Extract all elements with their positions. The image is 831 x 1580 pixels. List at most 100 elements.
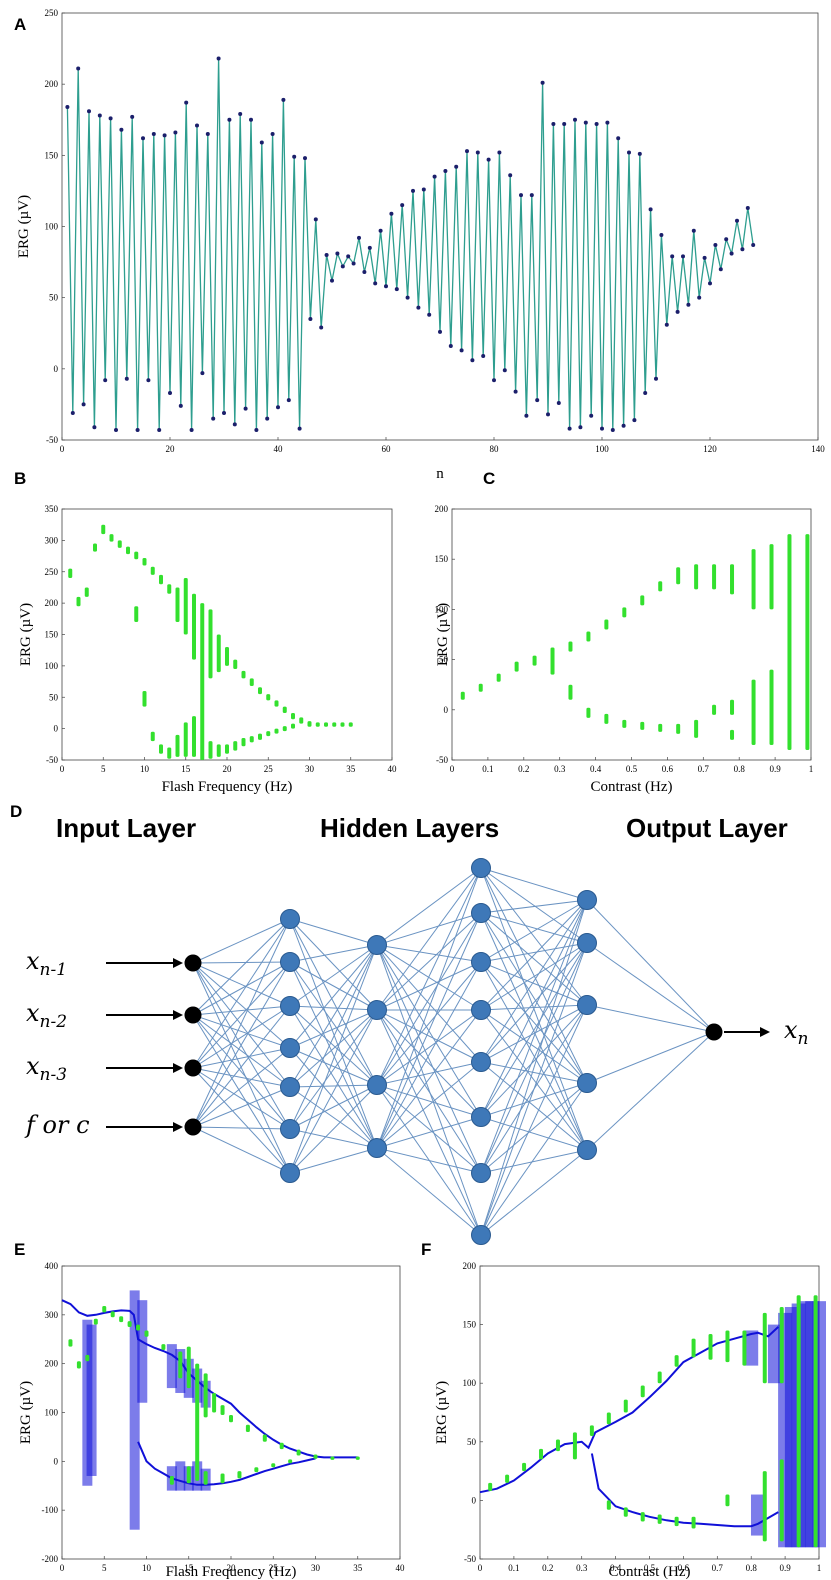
erg-data-point [546, 412, 550, 417]
network-edge [192, 918, 291, 1128]
y-axis-label: ERG (µV) [16, 195, 32, 258]
neural-network-diagram: Input Layer Hidden Layers Output Layer x… [24, 813, 809, 1245]
chart-a: 0 20 40 60 80 100 120 140-50050100150200250nERG… [16, 8, 825, 482]
bifurcation-point-cluster [730, 729, 735, 740]
network-edge [192, 961, 291, 1069]
experimental-point-cluster [203, 1373, 208, 1418]
bifurcation-point-cluster [266, 731, 271, 737]
plot-frame [61, 1265, 401, 1560]
erg-data-point [238, 112, 243, 117]
erg-data-point [70, 410, 75, 415]
erg-data-point [330, 278, 334, 283]
network-edge [376, 1061, 482, 1149]
panel-letter-a: A [14, 15, 26, 34]
network-edge [376, 867, 482, 1149]
network-edge [376, 1147, 482, 1236]
y-tick-label: 0 [54, 364, 59, 374]
experimental-point-cluster [708, 1333, 713, 1360]
x-tick-label: 0.8 [746, 1563, 758, 1573]
erg-data-point [319, 325, 324, 330]
input-arrow-head [173, 958, 183, 968]
bifurcation-point-cluster [126, 546, 130, 555]
bifurcation-point-cluster [299, 717, 304, 724]
bifurcation-point-cluster [249, 736, 254, 743]
y-tick-label: -100 [42, 1505, 59, 1515]
io-node [184, 954, 202, 972]
experimental-point-cluster [220, 1473, 225, 1484]
erg-data-point [243, 406, 248, 411]
x-tick-label: 40 [388, 764, 398, 774]
bifurcation-point-cluster [282, 726, 287, 732]
bifurcation-point-cluster [183, 722, 188, 757]
network-edge [289, 1084, 378, 1130]
experimental-point-cluster [144, 1330, 149, 1337]
erg-data-point [405, 295, 410, 300]
erg-data-point [292, 154, 297, 159]
y-tick-label: 150 [435, 554, 449, 564]
network-edge [480, 1009, 588, 1151]
erg-data-point [92, 425, 97, 430]
input-layer-heading: Input Layer [56, 813, 196, 843]
x-tick-label: 0.4 [610, 1563, 622, 1573]
y-tick-label: 200 [45, 1359, 59, 1369]
erg-data-point [718, 267, 723, 272]
network-edge [192, 1067, 291, 1088]
x-tick-label: 20 [223, 764, 233, 774]
network-edges [192, 867, 715, 1236]
network-edge [480, 942, 588, 1118]
hidden-node [367, 1075, 387, 1095]
network-edge [192, 1086, 291, 1128]
experimental-point-cluster [288, 1459, 293, 1464]
experimental-point-cluster [796, 1295, 801, 1548]
y-tick-label: 0 [444, 705, 449, 715]
bifurcation-point-cluster [514, 661, 519, 672]
erg-data-point [513, 389, 518, 394]
erg-data-point [648, 207, 653, 212]
hidden-node [280, 1038, 300, 1058]
bifurcation-point-cluster [150, 731, 155, 742]
bifurcation-point-cluster [676, 567, 681, 585]
x-tick-label: 140 [811, 444, 825, 454]
erg-data-point [324, 252, 329, 257]
network-edge [376, 867, 482, 1011]
experimental-point-cluster [779, 1307, 784, 1384]
experimental-point-cluster [691, 1338, 696, 1358]
erg-data-point [659, 233, 664, 238]
erg-data-point [519, 193, 523, 198]
bifurcation-point-cluster [282, 706, 287, 713]
erg-data-point [286, 398, 291, 403]
bifurcation-point-cluster [568, 684, 573, 700]
erg-data-point [195, 123, 199, 128]
erg-data-point [735, 218, 739, 223]
erg-data-point [616, 136, 621, 141]
bifurcation-point-cluster [604, 619, 609, 630]
network-edge [586, 1004, 715, 1033]
network-edge [480, 961, 588, 1006]
x-tick-label: 0 [478, 1563, 483, 1573]
network-edge [376, 944, 482, 1174]
model-chaotic-band [744, 1330, 759, 1366]
erg-data-point [200, 371, 205, 376]
hidden-node [577, 995, 597, 1015]
erg-data-point [497, 150, 502, 155]
experimental-point-cluster [657, 1514, 662, 1524]
network-edge [480, 899, 588, 1063]
experimental-point-cluster [674, 1355, 679, 1367]
network-edge [289, 1147, 378, 1174]
experimental-point-cluster [296, 1449, 301, 1456]
network-edge [376, 1147, 482, 1174]
output-arrow-head [760, 1027, 770, 1037]
hidden-node [280, 1163, 300, 1183]
erg-data-point [411, 188, 415, 193]
bifurcation-point-cluster [233, 659, 238, 670]
erg-data-point [114, 428, 118, 433]
erg-data-point [340, 264, 345, 269]
erg-series-line [66, 58, 754, 431]
bifurcation-point-cluster [640, 721, 645, 730]
network-edge [480, 899, 588, 1118]
network-edge [192, 1014, 291, 1049]
x-tick-label: 0.6 [662, 764, 674, 774]
experimental-point-cluster [623, 1399, 628, 1413]
y-axis-label: ERG (µV) [18, 1381, 34, 1444]
network-edge [480, 899, 588, 963]
